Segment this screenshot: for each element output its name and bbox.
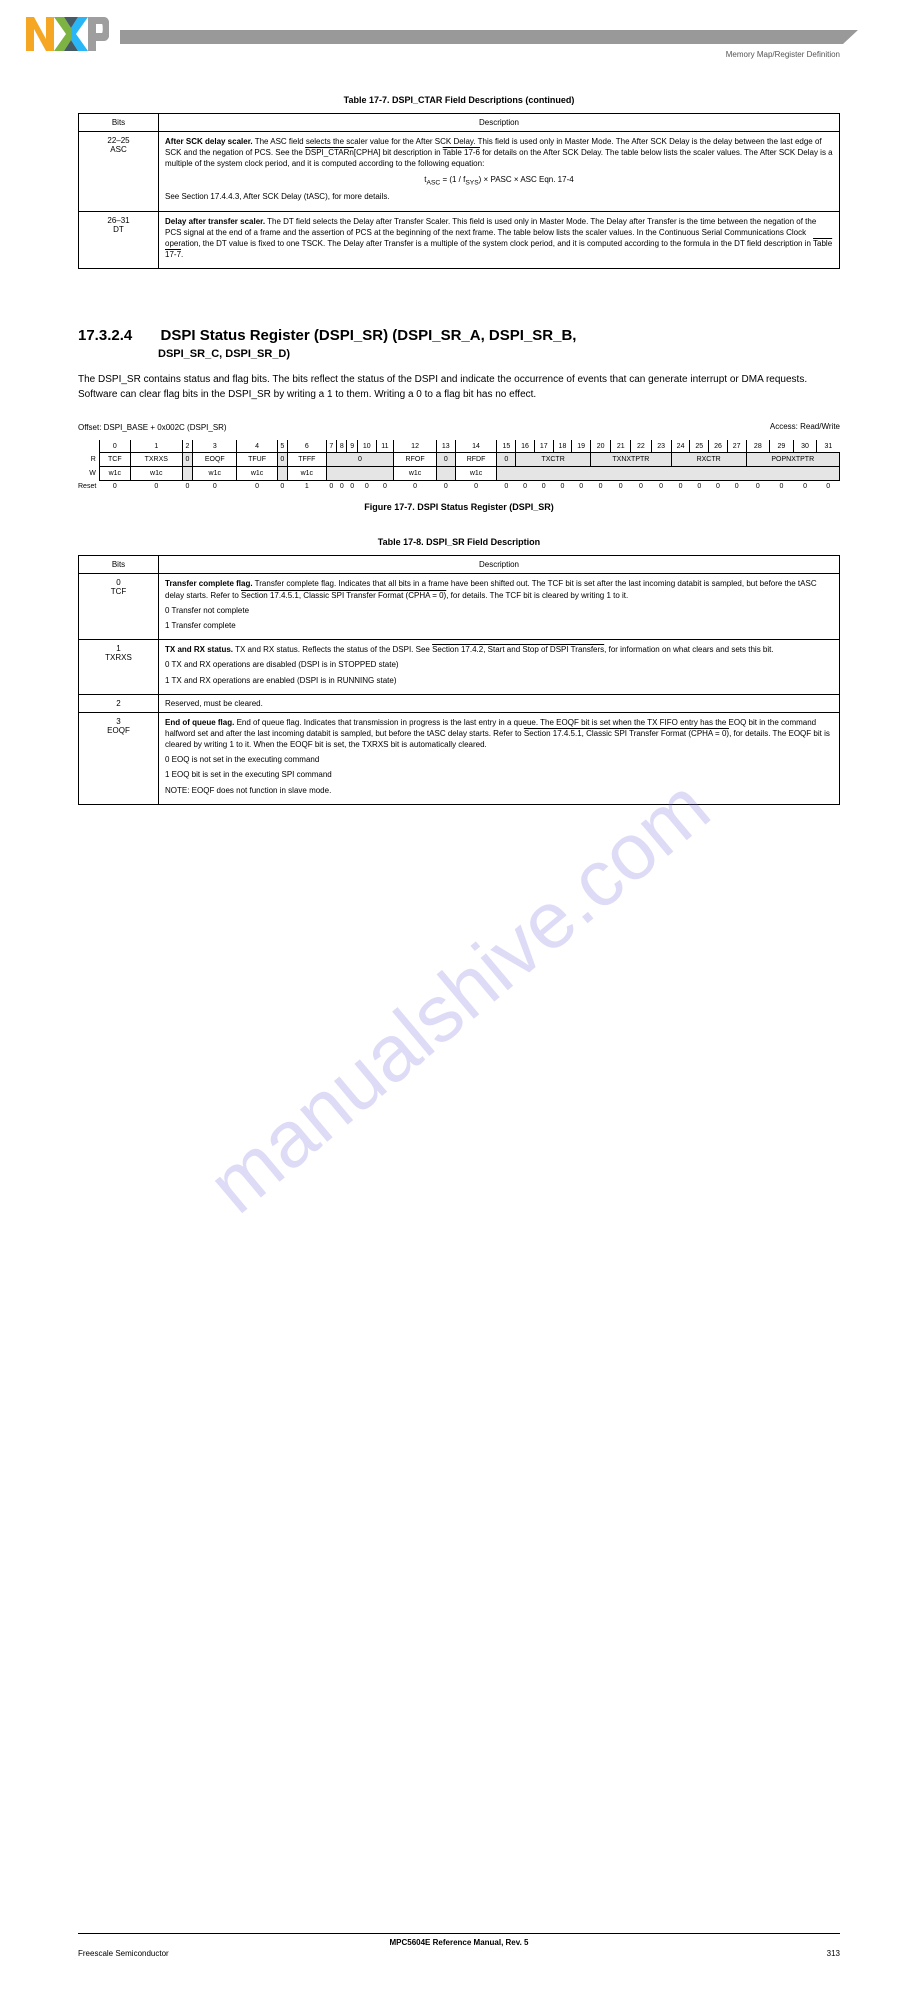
text: , for details. The TCF bit is cleared by… xyxy=(446,591,628,600)
option-0: 0 TX and RX operations are disabled (DSP… xyxy=(165,659,833,670)
table7-col-desc: Description xyxy=(159,114,840,132)
note: NOTE: EOQF does not function in slave mo… xyxy=(165,785,833,796)
table8-title: Table 17-8. DSPI_SR Field Description xyxy=(78,537,840,547)
row-bits: 26–31 xyxy=(107,216,129,225)
row-bits: 0 xyxy=(116,578,120,587)
row-bits: 3 xyxy=(116,717,120,726)
link[interactable]: Section 17.4.5.1, Classic SPI Transfer F… xyxy=(524,729,729,738)
section-title: DSPI Status Register (DSPI_SR) (DSPI_SR_… xyxy=(161,327,577,344)
section-paragraph: The DSPI_SR contains status and flag bit… xyxy=(78,372,840,402)
row-bits: 2 xyxy=(79,694,159,712)
section-number: 17.3.2.4 xyxy=(78,327,158,344)
field-label: After SCK delay scaler. xyxy=(165,137,253,146)
nxp-logo xyxy=(24,15,109,53)
row-name: TXRXS xyxy=(105,653,132,662)
text: , for information on what clears and set… xyxy=(604,645,773,654)
row-name: TCF xyxy=(111,587,127,596)
row-bits: 1 xyxy=(116,644,120,653)
text: [CPHA] bit description in xyxy=(354,148,443,157)
option-0: 0 EOQ is not set in the executing comman… xyxy=(165,754,833,765)
access-label: Access: Read/Write xyxy=(770,422,840,431)
xref: See Section 17.4.4.3, After SCK Delay (t… xyxy=(165,191,833,202)
row-name: DT xyxy=(113,225,124,234)
option-1: 1 TX and RX operations are enabled (DSPI… xyxy=(165,675,833,686)
table-row: 1TXRXS TX and RX status. TX and RX statu… xyxy=(79,640,840,695)
figure-caption: Figure 17-7. DSPI Status Register (DSPI_… xyxy=(78,502,840,512)
table7: Bits Description 22–25 ASC After SCK del… xyxy=(78,113,840,269)
table-row: 3EOQF End of queue flag. End of queue fl… xyxy=(79,712,840,804)
option-0: 0 Transfer not complete xyxy=(165,605,833,616)
link[interactable]: DSPI_CTARn xyxy=(305,148,354,157)
footer-page-number: 313 xyxy=(827,1949,840,1958)
table-row: 26–31 DT Delay after transfer scaler. Th… xyxy=(79,211,840,269)
table-row: 22–25 ASC After SCK delay scaler. The AS… xyxy=(79,132,840,212)
text: . xyxy=(181,250,183,259)
table-row: 2 Reserved, must be cleared. xyxy=(79,694,840,712)
page-header: Memory Map/Register Definition xyxy=(0,0,918,70)
footer-title: MPC5604E Reference Manual, Rev. 5 xyxy=(78,1938,840,1947)
footer-left: Freescale Semiconductor xyxy=(78,1949,169,1958)
link[interactable]: Section 17.4.5.1, Classic SPI Transfer F… xyxy=(241,591,446,600)
table7-col-bits: Bits xyxy=(79,114,159,132)
option-1: 1 Transfer complete xyxy=(165,620,833,631)
offset-label: Offset: xyxy=(78,423,101,432)
header-section-label: Memory Map/Register Definition xyxy=(726,50,840,59)
section-title-line2: DSPI_SR_C, DSPI_SR_D) xyxy=(158,348,840,360)
table-row: 0TCF Transfer complete flag. Transfer co… xyxy=(79,574,840,640)
option-1: 1 EOQ bit is set in the executing SPI co… xyxy=(165,769,833,780)
table8-col-bits: Bits xyxy=(79,556,159,574)
table8-col-desc: Description xyxy=(159,556,840,574)
page-footer: MPC5604E Reference Manual, Rev. 5 Freesc… xyxy=(78,1933,840,1958)
table7-title: Table 17-7. DSPI_CTAR Field Descriptions… xyxy=(78,95,840,105)
table8: Bits Description 0TCF Transfer complete … xyxy=(78,555,840,804)
link[interactable]: Table 17-6 xyxy=(443,148,480,157)
field-label: Delay after transfer scaler. xyxy=(165,217,265,226)
row-name: EOQF xyxy=(107,726,130,735)
field-desc: Reserved, must be cleared. xyxy=(159,694,840,712)
register-diagram: Offset: DSPI_BASE + 0x002C (DSPI_SR) Acc… xyxy=(78,422,840,512)
link[interactable]: Section 17.4.2, Start and Stop of DSPI T… xyxy=(432,645,604,654)
row-name: ASC xyxy=(110,145,126,154)
row-bits: 22–25 xyxy=(107,136,129,145)
offset-value: DSPI_BASE + 0x002C (DSPI_SR) xyxy=(104,423,227,432)
text: TX and RX status. Reflects the status of… xyxy=(235,645,432,654)
eq: tASC = (1 / fSYS) × PASC × ASC Eqn. 17-4 xyxy=(424,175,573,184)
